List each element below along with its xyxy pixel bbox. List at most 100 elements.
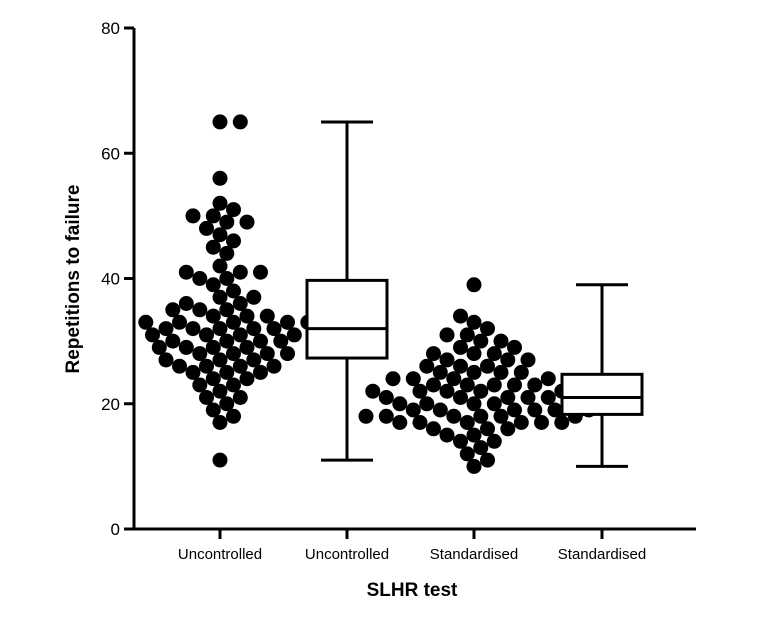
data-point bbox=[286, 327, 302, 343]
data-point bbox=[199, 390, 214, 405]
data-point bbox=[513, 415, 529, 430]
data-point bbox=[192, 271, 208, 286]
data-point bbox=[405, 402, 421, 418]
data-point bbox=[151, 339, 167, 355]
data-point bbox=[493, 408, 509, 424]
data-point bbox=[459, 446, 475, 462]
data-point bbox=[419, 396, 435, 412]
box-plot bbox=[560, 283, 644, 468]
data-point bbox=[378, 408, 394, 424]
axes: 0 20 40 60 80 Uncontrolled Uncontrolled Standa… bbox=[101, 19, 696, 563]
y-tick-label: 60 bbox=[101, 144, 120, 163]
y-tick-label: 0 bbox=[111, 520, 120, 539]
data-point bbox=[158, 321, 174, 337]
data-point bbox=[232, 114, 248, 130]
data-point bbox=[480, 358, 495, 374]
data-point bbox=[527, 377, 543, 393]
data-point bbox=[192, 346, 208, 362]
data-point bbox=[259, 308, 275, 324]
data-point bbox=[138, 314, 154, 330]
data-point bbox=[212, 289, 228, 305]
dot-group bbox=[138, 114, 316, 468]
data-point bbox=[165, 333, 181, 349]
data-point bbox=[205, 339, 221, 355]
data-point bbox=[439, 383, 455, 399]
data-point bbox=[459, 377, 475, 393]
data-point bbox=[226, 408, 241, 424]
data-point bbox=[486, 346, 502, 362]
data-point bbox=[466, 427, 482, 443]
x-axis-title: SLHR test bbox=[367, 580, 458, 601]
x-tick-label: Standardised bbox=[430, 546, 518, 563]
data-point bbox=[212, 415, 228, 430]
data-point bbox=[205, 239, 221, 255]
data-point bbox=[239, 214, 255, 230]
data-point bbox=[385, 371, 401, 387]
data-point bbox=[158, 352, 174, 368]
data-point bbox=[212, 227, 228, 243]
data-point bbox=[453, 390, 468, 405]
data-point bbox=[453, 433, 468, 449]
data-point bbox=[219, 364, 235, 380]
data-point bbox=[432, 364, 448, 380]
data-point bbox=[232, 296, 248, 311]
data-point bbox=[507, 339, 522, 355]
data-point bbox=[253, 264, 268, 280]
data-point bbox=[473, 440, 489, 456]
x-tick-label: Standardised bbox=[558, 546, 646, 563]
data-point bbox=[192, 377, 208, 393]
data-point bbox=[226, 314, 241, 330]
data-point bbox=[226, 346, 241, 362]
y-axis-title: Repetitions to failure bbox=[63, 185, 84, 374]
data-point bbox=[480, 452, 495, 468]
data-point bbox=[432, 402, 448, 418]
data-point bbox=[405, 371, 421, 387]
data-point bbox=[239, 371, 255, 387]
data-point bbox=[212, 170, 228, 186]
data-point bbox=[199, 358, 214, 374]
data-point bbox=[253, 333, 268, 349]
x-tick-label: Uncontrolled bbox=[178, 546, 262, 563]
data-point bbox=[205, 308, 221, 324]
data-point bbox=[219, 302, 235, 318]
data-point bbox=[554, 415, 570, 430]
data-point bbox=[280, 346, 295, 362]
data-point bbox=[365, 383, 381, 399]
data-point bbox=[459, 415, 475, 430]
data-point bbox=[466, 346, 482, 362]
data-point bbox=[520, 390, 536, 405]
data-point bbox=[439, 352, 455, 368]
plot-marks bbox=[138, 114, 644, 474]
data-point bbox=[212, 258, 228, 274]
data-point bbox=[480, 421, 495, 437]
data-point bbox=[453, 308, 468, 324]
data-point bbox=[520, 352, 536, 368]
data-point bbox=[165, 302, 181, 318]
data-point bbox=[412, 383, 428, 399]
data-point bbox=[513, 364, 529, 380]
data-point bbox=[466, 314, 482, 330]
data-point bbox=[199, 220, 214, 236]
data-point bbox=[219, 245, 235, 261]
data-point bbox=[493, 333, 509, 349]
data-point bbox=[212, 321, 228, 337]
data-point bbox=[212, 195, 228, 211]
data-point bbox=[486, 396, 502, 412]
data-point bbox=[453, 358, 468, 374]
data-point bbox=[212, 452, 228, 468]
data-point bbox=[439, 327, 455, 343]
data-point bbox=[412, 415, 428, 430]
data-point bbox=[473, 333, 489, 349]
y-tick-label: 80 bbox=[101, 19, 120, 38]
data-point bbox=[378, 390, 394, 405]
data-point bbox=[540, 390, 556, 405]
data-point bbox=[500, 352, 516, 368]
data-point bbox=[219, 333, 235, 349]
data-point bbox=[486, 433, 502, 449]
data-point bbox=[273, 333, 289, 349]
data-point bbox=[459, 327, 475, 343]
data-point bbox=[446, 371, 462, 387]
data-point bbox=[439, 427, 455, 443]
data-point bbox=[205, 402, 221, 418]
